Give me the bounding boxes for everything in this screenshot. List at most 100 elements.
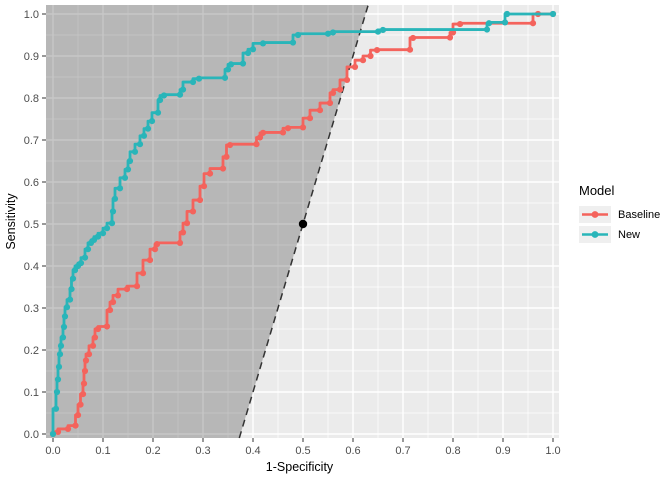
curve-point-baseline — [367, 52, 374, 60]
curve-point-new — [77, 259, 85, 267]
curve-point-baseline — [91, 334, 99, 341]
curve-point-baseline — [85, 351, 93, 358]
curve-point-baseline — [359, 57, 367, 64]
curve-point-new — [176, 91, 184, 98]
curve-point-new — [108, 220, 116, 227]
curve-point-new — [224, 66, 232, 73]
curve-point-new — [68, 286, 75, 293]
curve-point-new — [179, 86, 187, 93]
x-axis-title: 1-Specificity — [266, 460, 334, 474]
y-tick-label: 0.3 — [24, 303, 39, 315]
curve-point-baseline — [133, 283, 141, 290]
curve-point-new — [56, 351, 64, 358]
x-tick-label: 0.7 — [395, 445, 410, 457]
curve-point-baseline — [196, 196, 204, 204]
curve-point-new — [54, 376, 62, 383]
curve-point-baseline — [54, 428, 62, 435]
curve-point-baseline — [306, 115, 314, 122]
curve-point-baseline — [80, 380, 88, 387]
curve-point-baseline — [373, 47, 381, 54]
curve-point-new — [111, 195, 119, 202]
curve-point-baseline — [456, 20, 464, 28]
curve-point-baseline — [189, 208, 197, 215]
curve-point-baseline — [74, 412, 82, 419]
curve-point-baseline — [316, 107, 324, 114]
curve-point-baseline — [109, 299, 117, 306]
curve-point-new — [94, 233, 102, 240]
curve-point-baseline — [89, 342, 97, 349]
x-tick-label: 0.4 — [245, 445, 260, 457]
y-tick-label: 0.4 — [24, 261, 39, 273]
curve-point-baseline — [94, 325, 102, 333]
curve-point-new — [81, 254, 89, 261]
x-tick-label: 0.9 — [495, 445, 510, 457]
curve-point-new — [99, 230, 107, 237]
curve-point-new — [116, 185, 124, 192]
curve-point-baseline — [299, 124, 307, 131]
x-tick-label: 0.0 — [45, 445, 60, 457]
curve-point-new — [483, 26, 491, 33]
x-tick-label: 0.8 — [445, 445, 460, 457]
x-tick-label: 0.6 — [345, 445, 360, 457]
x-tick-label: 0.2 — [145, 445, 160, 457]
curve-point-new — [259, 40, 267, 47]
curve-point-baseline — [123, 286, 131, 293]
curve-point-baseline — [351, 63, 359, 71]
curve-point-new — [239, 60, 247, 67]
curve-point-new — [52, 405, 60, 412]
curve-point-new — [126, 157, 134, 165]
y-tick-label: 0.7 — [24, 135, 39, 147]
curve-point-baseline — [409, 34, 417, 42]
curve-point-new — [294, 31, 302, 39]
curve-point-baseline — [253, 141, 260, 148]
curve-point-new — [144, 125, 152, 132]
curve-point-new — [379, 26, 387, 34]
y-axis-title: Sensitivity — [4, 193, 18, 250]
curve-point-baseline — [79, 391, 87, 398]
shaded-region — [46, 5, 369, 438]
curve-point-new — [503, 10, 511, 18]
curve-point-new — [53, 388, 61, 396]
curve-point-baseline — [279, 129, 287, 136]
curve-point-new — [324, 30, 332, 37]
operating-point — [298, 219, 308, 229]
curve-point-new — [160, 92, 168, 99]
curve-point-baseline — [259, 129, 267, 136]
x-tick-label: 0.1 — [95, 445, 110, 457]
curve-point-baseline — [153, 241, 161, 248]
curve-point-baseline — [200, 183, 208, 190]
curve-point-baseline — [206, 170, 214, 177]
curve-point-baseline — [103, 323, 111, 330]
curve-point-new — [136, 141, 144, 148]
curve-point-baseline — [176, 239, 184, 246]
curve-point-baseline — [223, 153, 230, 160]
curve-point-new — [249, 46, 257, 53]
curve-point-baseline — [146, 257, 154, 264]
legend-label-new: New — [618, 228, 641, 241]
y-tick-label: 0.9 — [24, 51, 39, 63]
curve-point-new — [66, 296, 74, 303]
curve-point-baseline — [256, 134, 264, 141]
curve-point-new — [227, 61, 235, 68]
curve-point-baseline — [151, 246, 159, 253]
curve-point-new — [195, 75, 203, 82]
curve-point-new — [244, 49, 252, 57]
legend: Model Baseline New — [579, 183, 669, 246]
legend-item-baseline: Baseline — [579, 206, 669, 223]
curve-point-baseline — [529, 20, 537, 27]
curve-point-new — [61, 313, 69, 320]
curve-point-new — [156, 97, 164, 104]
curve-point-new — [60, 323, 68, 330]
y-tick-label: 0.8 — [24, 93, 39, 105]
curve-point-new — [549, 10, 557, 18]
curve-point-new — [485, 20, 493, 27]
curve-point-baseline — [406, 46, 414, 53]
curve-point-baseline — [72, 422, 79, 429]
curve-point-new — [103, 225, 111, 232]
curve-point-new — [140, 132, 148, 139]
curve-point-baseline — [226, 141, 234, 149]
curve-point-baseline — [77, 401, 84, 408]
legend-title: Model — [579, 183, 615, 198]
